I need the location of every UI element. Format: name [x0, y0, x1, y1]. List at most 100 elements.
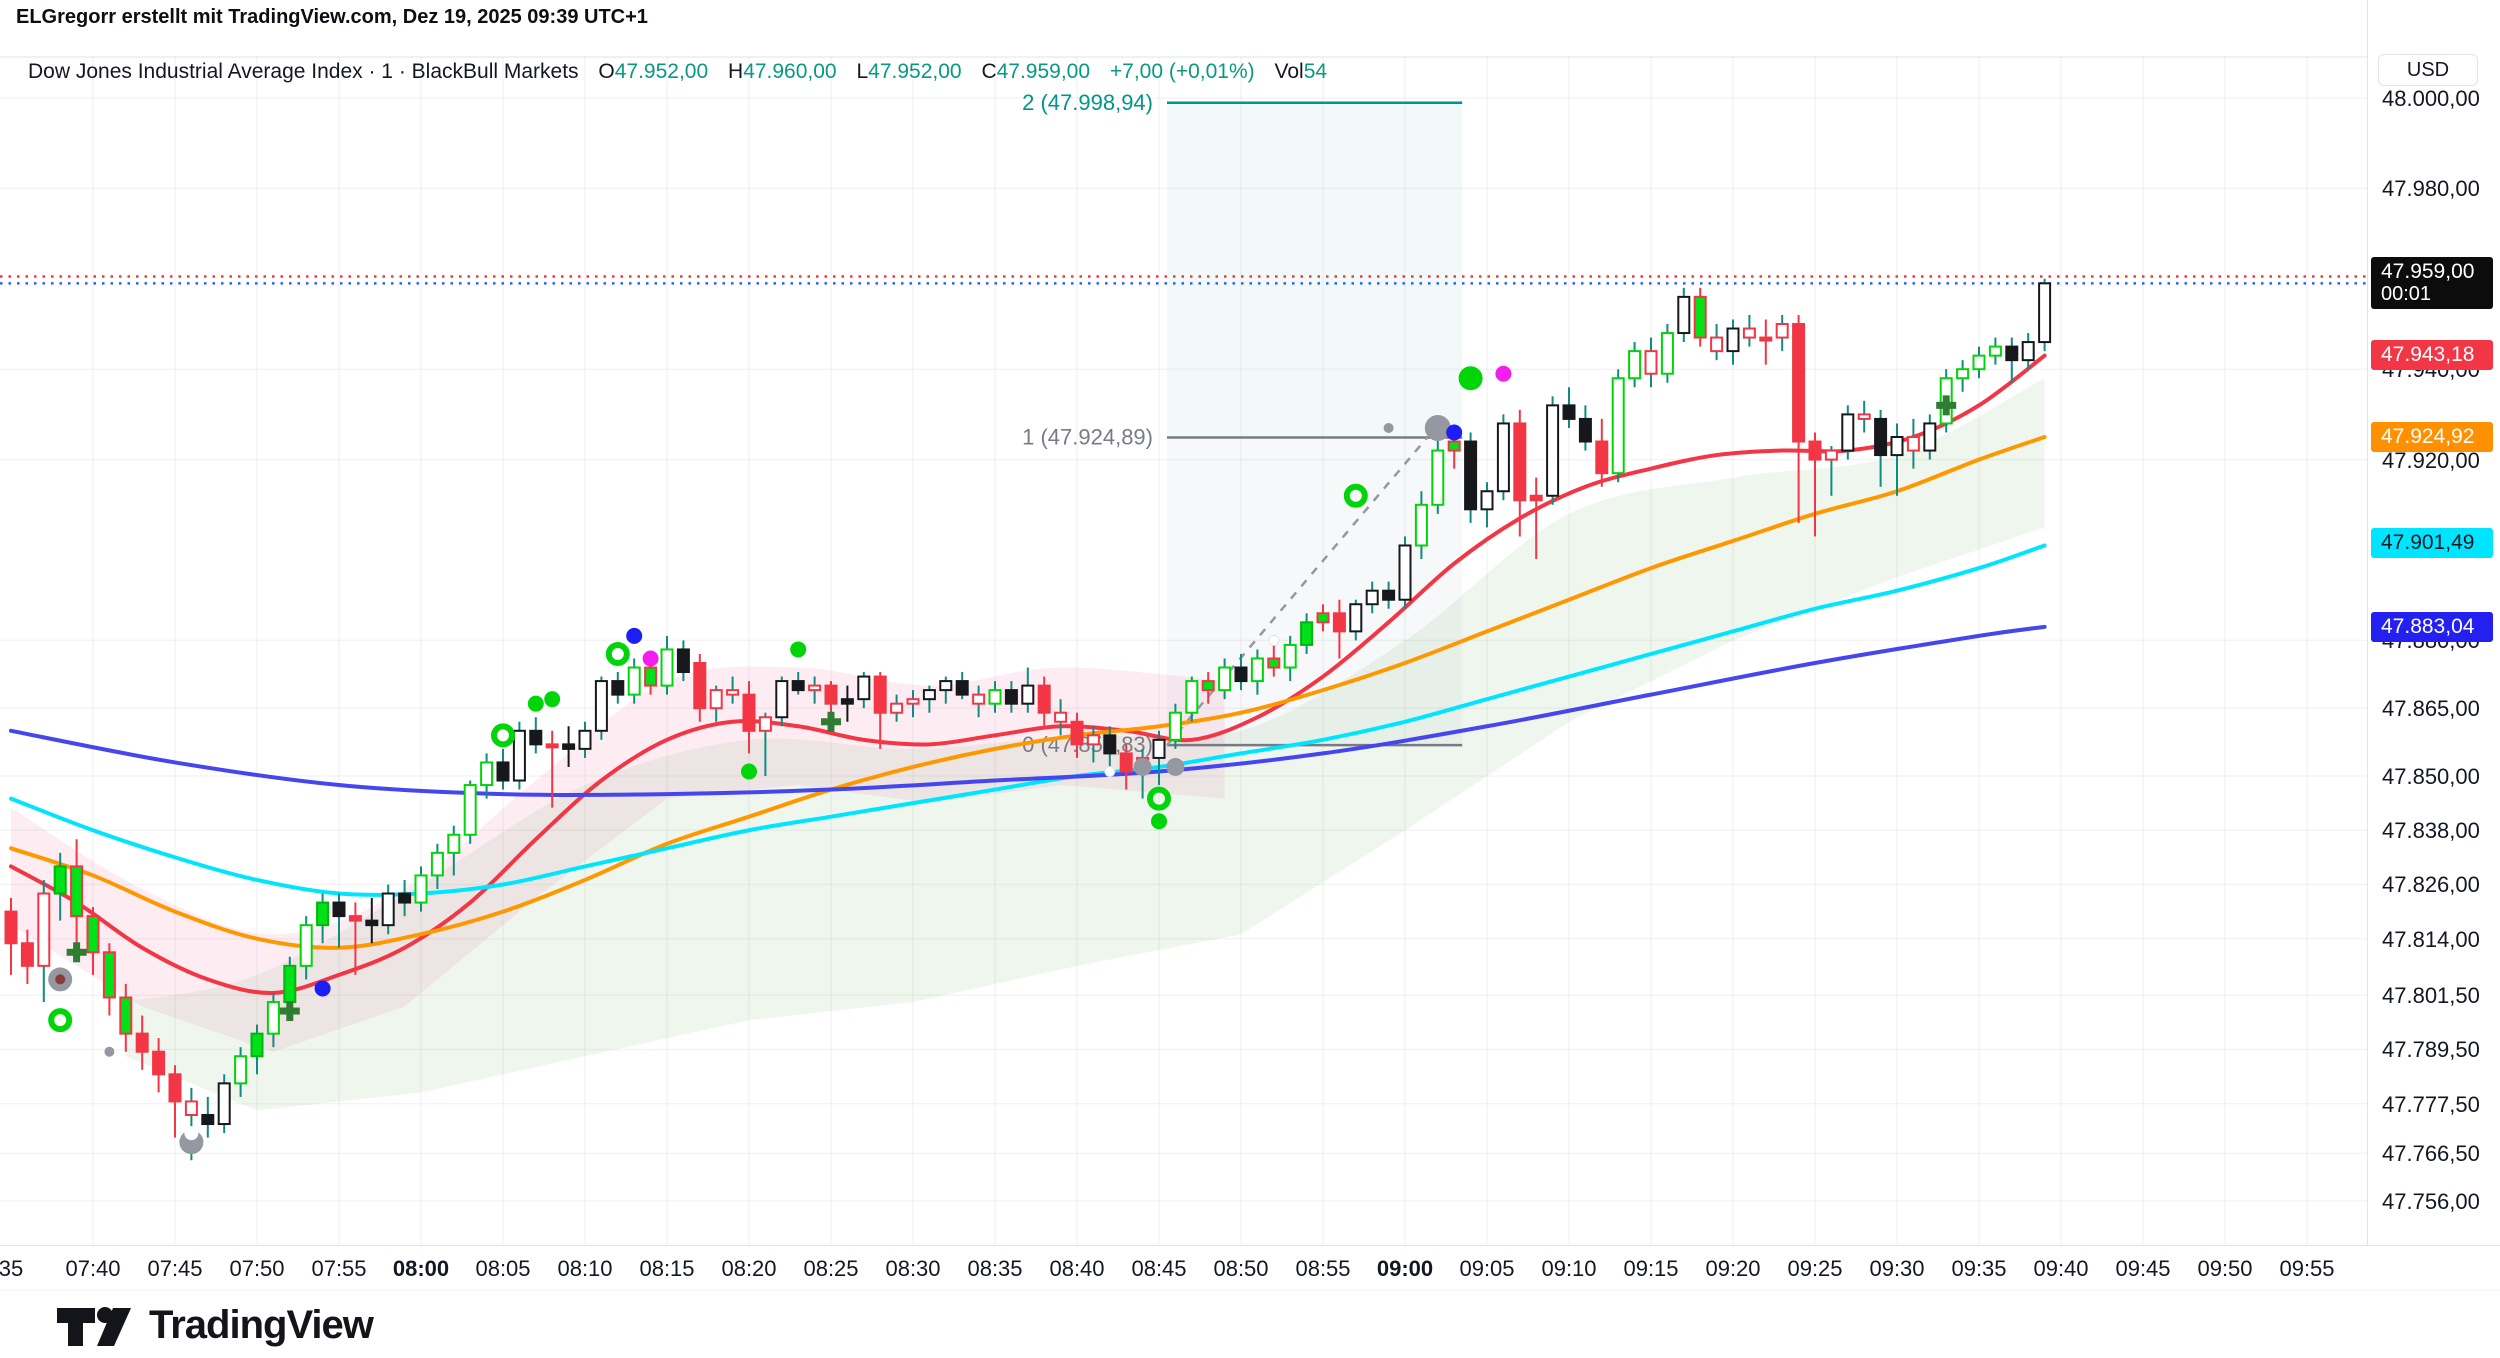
- tradingview-logo[interactable]: TradingView: [55, 1303, 374, 1348]
- time-tick-label: 07:40: [65, 1256, 121, 1281]
- chart-legend[interactable]: Dow Jones Industrial Average Index · 1 ·…: [28, 60, 1327, 84]
- currency-chip[interactable]: USD: [2378, 54, 2478, 86]
- change-value: +7,00 (+0,01%): [1109, 60, 1255, 83]
- candle-body: [1398, 544, 1412, 601]
- green-ring-marker: [1343, 483, 1368, 508]
- candles: [4, 278, 2052, 1161]
- candle-body: [365, 919, 379, 927]
- magenta-dot-marker: [642, 650, 659, 667]
- tradingview-logo-icon: [57, 1306, 131, 1346]
- candle-body: [1677, 295, 1691, 335]
- price-tick-label: 47.814,00: [2382, 926, 2480, 952]
- price-tick-label: 47.766,50: [2382, 1141, 2480, 1167]
- time-tick-label: 08:00: [392, 1256, 450, 1281]
- candle-body: [2038, 282, 2052, 344]
- time-tick-label: 08:15: [639, 1256, 695, 1281]
- candle-body: [1513, 422, 1527, 502]
- candle-body: [1611, 377, 1625, 475]
- blue-dot-marker: [1446, 424, 1463, 441]
- candle-body: [1021, 684, 1035, 705]
- green-plus-marker: [286, 1001, 294, 1022]
- price-axis[interactable]: USD 48.000,0047.980,0047.940,0047.920,00…: [2367, 0, 2500, 1245]
- symbol-title[interactable]: Dow Jones Industrial Average Index · 1 ·…: [28, 60, 579, 83]
- candle-body: [463, 784, 477, 836]
- candle-body: [430, 851, 444, 877]
- candle-body: [1037, 684, 1051, 714]
- chart-pane[interactable]: 2 (47.998,94)1 (47.924,89)0 (47.856,83) …: [0, 0, 2367, 1245]
- time-tick-label: 08:10: [557, 1256, 613, 1281]
- candle-body: [594, 680, 608, 732]
- candle-body: [791, 680, 805, 692]
- fib-level-label: 1 (47.924,89): [1022, 424, 1153, 449]
- time-tick-label: 09:15: [1623, 1256, 1679, 1281]
- tradingview-logo-text: TradingView: [149, 1303, 374, 1347]
- fib-level-label: 2 (47.998,94): [1022, 90, 1153, 115]
- time-tick-label: 09:25: [1787, 1256, 1843, 1281]
- candle-body: [168, 1073, 182, 1103]
- time-tick-label: 08:40: [1049, 1256, 1105, 1281]
- candle-body: [1447, 440, 1461, 452]
- candle-body: [1644, 350, 1658, 375]
- candle-body: [1316, 612, 1330, 624]
- candle-body: [184, 1100, 198, 1116]
- candle-body: [1988, 345, 2002, 357]
- candle-body: [2005, 345, 2019, 362]
- candle-body: [1332, 612, 1346, 633]
- candle-body: [627, 666, 641, 696]
- candle-body: [890, 702, 904, 714]
- fib-zone-upper: [1167, 102, 1463, 438]
- green-ring-marker: [605, 641, 630, 666]
- candle-body: [1529, 494, 1543, 502]
- candle-body: [922, 689, 936, 701]
- low-value: 47.952,00: [868, 60, 962, 83]
- price-chart[interactable]: 2 (47.998,94)1 (47.924,89)0 (47.856,83): [0, 0, 2367, 1245]
- candle-body: [4, 910, 18, 945]
- candle-body: [972, 693, 986, 705]
- candle-body: [1365, 589, 1379, 606]
- candle-body: [1480, 490, 1494, 511]
- indicator-value-label: 47.883,04: [2371, 611, 2493, 642]
- open-label: O: [598, 60, 615, 83]
- indicator-value-label: 47.943,18: [2371, 339, 2493, 370]
- price-tick-label: 47.756,00: [2382, 1188, 2480, 1214]
- blue-dot-marker: [314, 980, 331, 997]
- time-tick-label: 09:10: [1541, 1256, 1597, 1281]
- candle-body: [562, 743, 576, 750]
- candle-body: [316, 901, 330, 927]
- close-label: C: [981, 60, 997, 83]
- candle-body: [1824, 449, 1838, 461]
- time-tick-label: 07:55: [311, 1256, 367, 1281]
- time-tick-label: 08:50: [1213, 1256, 1269, 1281]
- time-axis[interactable]: 35 07:40 07:45 07:50 07:55 08:00 08:05 08:10 08:…: [0, 1245, 2500, 1291]
- candle-body: [1857, 413, 1871, 420]
- candle-body: [1972, 354, 1986, 371]
- candle-body: [1168, 711, 1182, 741]
- candle-body: [299, 924, 313, 967]
- candle-body: [693, 662, 707, 710]
- time-tick-label: 09:40: [2033, 1256, 2089, 1281]
- candle-body: [102, 951, 116, 999]
- ma-blue: [9, 624, 2047, 797]
- gray-sm-marker: [1383, 422, 1394, 433]
- candle-body: [1628, 350, 1642, 380]
- gray-dot-lg-marker: [1424, 414, 1451, 441]
- price-tick-label: 47.826,00: [2382, 872, 2480, 898]
- candle-body: [1595, 440, 1609, 475]
- candle-body: [53, 865, 67, 895]
- green-cloud: [125, 378, 2045, 1111]
- candle-body: [1250, 657, 1264, 683]
- candle-body: [1808, 440, 1822, 461]
- candle-body: [1546, 404, 1560, 497]
- candle-body: [1382, 589, 1396, 601]
- time-tick-label: 08:45: [1131, 1256, 1187, 1281]
- candle-body: [119, 996, 133, 1035]
- time-tick-label: 09:50: [2197, 1256, 2253, 1281]
- candle-body: [857, 675, 871, 701]
- low-label: L: [856, 60, 869, 83]
- time-tick-label: 07:45: [147, 1256, 203, 1281]
- candle-body: [1874, 417, 1888, 457]
- candle-body: [217, 1082, 231, 1126]
- indicator-value-label: 47.924,92: [2371, 422, 2493, 453]
- candle-body: [398, 892, 412, 904]
- candle-body: [1742, 327, 1756, 339]
